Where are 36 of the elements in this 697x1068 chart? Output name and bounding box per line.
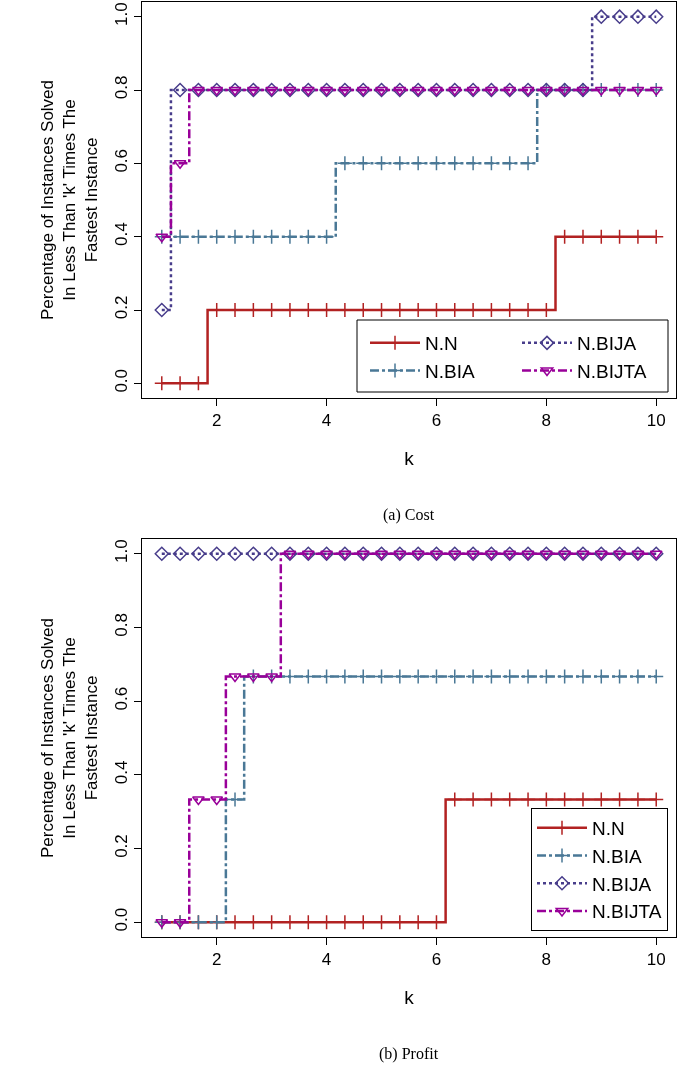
- y-axis-title: Percentage of Instances Solved In Less Than 'k' Times The Fastest Instance: [37, 617, 101, 859]
- x-tick-label: 4: [321, 950, 332, 970]
- y-tick-label: 0.6: [112, 148, 132, 173]
- y-tick-label: 0.4: [112, 760, 132, 785]
- legend-label: N.BIA: [592, 845, 642, 867]
- y-tick-label: 0.0: [112, 907, 132, 932]
- y-tick-label: 0.0: [112, 368, 132, 393]
- legend-label: N.BIJTA: [592, 901, 662, 923]
- x-tick-label: 10: [646, 950, 666, 970]
- x-tick-label: 4: [321, 411, 332, 431]
- y-tick-label: 0.8: [112, 75, 132, 100]
- x-axis-title: k: [404, 448, 415, 470]
- y-tick-label: 1.0: [112, 539, 132, 564]
- legend-label: N.N: [592, 818, 625, 840]
- x-tick-label: 2: [211, 411, 222, 431]
- legend-label: N.BIJA: [592, 873, 652, 895]
- legend-label: N.BIJTA: [577, 360, 647, 382]
- legend-label: N.BIA: [425, 360, 475, 382]
- y-axis-title: Percentage of Instances Solved In Less Than 'k' Times The Fastest Instance: [37, 79, 101, 321]
- y-tick-label: 0.2: [112, 834, 132, 858]
- y-tick-label: 0.6: [112, 686, 132, 711]
- y-tick-label: 0.8: [112, 613, 132, 637]
- x-tick-label: 6: [431, 950, 442, 970]
- x-tick-label: 2: [211, 950, 222, 970]
- x-tick-label: 10: [646, 411, 666, 431]
- x-tick-label: 8: [541, 411, 552, 431]
- y-tick-label: 0.2: [112, 295, 132, 320]
- y-tick-label: 1.0: [112, 2, 132, 26]
- text: (a) Cost: [383, 506, 435, 524]
- text: (b) Profit: [379, 1045, 439, 1063]
- legend-label: N.N: [425, 333, 458, 355]
- x-axis-title: k: [404, 987, 415, 1009]
- y-tick-label: 0.4: [112, 222, 132, 246]
- legend-label: N.BIJA: [577, 333, 637, 355]
- x-tick-label: 6: [431, 411, 442, 431]
- x-tick-label: 8: [541, 950, 552, 970]
